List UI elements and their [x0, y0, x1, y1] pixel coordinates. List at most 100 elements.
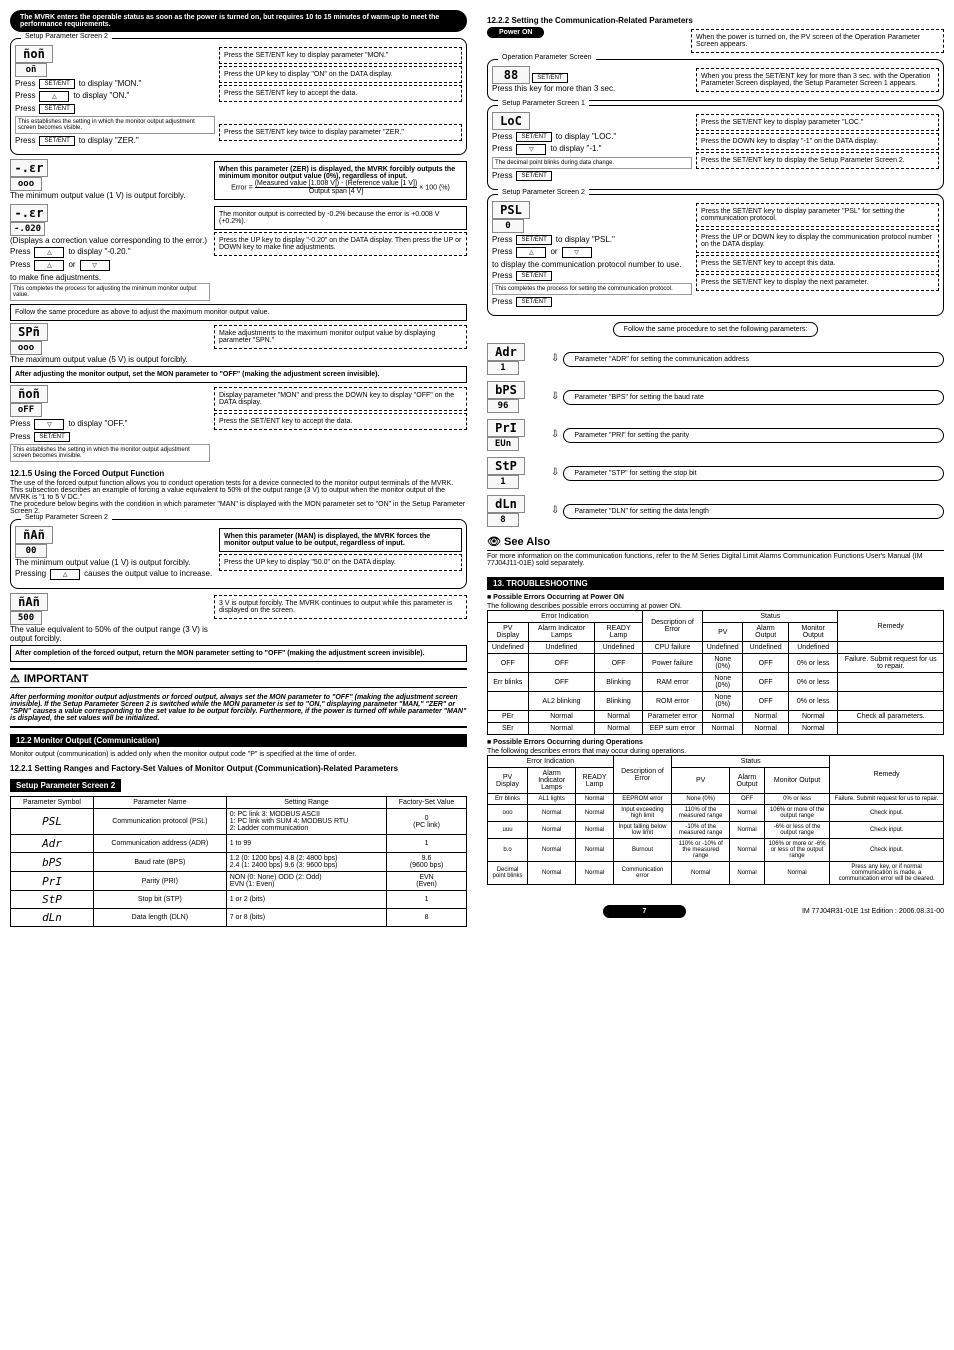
- hold-label: Press this key for more than 3 sec.: [492, 84, 692, 93]
- seealso-p: For more information on the communicatio…: [487, 553, 944, 567]
- zer-box-title: When this parameter (ZER) is displayed, …: [219, 166, 455, 180]
- corr-box2: Press the UP key to display "-0.20" on t…: [214, 232, 467, 256]
- up-button[interactable]: △: [39, 91, 69, 102]
- td: 7 or 8 (bits): [226, 909, 386, 927]
- down-button[interactable]: ▽: [80, 260, 110, 271]
- zer-box: When this parameter (ZER) is displayed, …: [214, 161, 467, 200]
- important-heading: ⚠ IMPORTANT: [10, 668, 467, 688]
- param-row: PrI EUn ⇩ Parameter "PRI" for setting th…: [487, 419, 944, 451]
- param-row: bPS 96 ⇩ Parameter "BPS" for setting the…: [487, 381, 944, 413]
- down-button[interactable]: ▽: [34, 419, 64, 430]
- td: Normal: [730, 862, 765, 885]
- table-row: dLn Data length (DLN) 7 or 8 (bits) 8: [11, 909, 467, 927]
- td: 0: PC link 3: MODBUS ASCII 1: PC link wi…: [226, 809, 386, 835]
- press-label: Press: [492, 235, 512, 244]
- table-row: PSL Communication protocol (PSL) 0: PC l…: [11, 809, 467, 835]
- td: Normal: [743, 723, 789, 735]
- td: Normal: [576, 805, 613, 822]
- err-ops-h: ■ Possible Errors Occurring during Opera…: [487, 739, 944, 746]
- setent-button[interactable]: SET/ENT: [516, 132, 551, 142]
- td: Blinking: [595, 673, 642, 692]
- up-button[interactable]: △: [34, 247, 64, 258]
- td: 0% or less: [789, 692, 838, 711]
- td: Normal: [528, 839, 576, 862]
- td: [838, 723, 944, 735]
- table-head-top: Error Indication Description of Error St…: [488, 611, 944, 623]
- up-button[interactable]: △: [516, 247, 546, 258]
- man50-instr: 3 V is output forcibly. The MVRK continu…: [214, 595, 467, 619]
- td: [838, 673, 944, 692]
- follow-same: Follow the same procedure to set the fol…: [487, 322, 944, 337]
- loc-row: LoC PressSET/ENTto display "LOC." Press▽…: [492, 112, 939, 183]
- setent-button[interactable]: SET/ENT: [39, 79, 74, 89]
- instr: Press the SET/ENT key to accept the data…: [214, 413, 467, 430]
- td: Normal: [789, 711, 838, 723]
- table-row: OFFOFFOFFPower failureNone (0%)OFF0% or …: [488, 654, 944, 673]
- lcd-mon2: ñoñ: [10, 385, 48, 403]
- setent-button[interactable]: SET/ENT: [532, 73, 567, 83]
- screen2-box: Setup Parameter Screen 2 PSL 0 PressSET/…: [487, 194, 944, 316]
- td: EEPROM error: [613, 794, 671, 805]
- td: EVN (Even): [387, 872, 467, 891]
- sec-122-h: 12.2 Monitor Output (Communication): [10, 734, 467, 747]
- param-row: Adr 1 ⇩ Parameter "ADR" for setting the …: [487, 343, 944, 375]
- lcd-param-sub: 1: [487, 475, 519, 489]
- spn-instr: Make adjustments to the maximum monitor …: [214, 325, 467, 349]
- th: Error Indication: [488, 756, 614, 768]
- setent-button[interactable]: SET/ENT: [516, 235, 551, 245]
- th: Parameter Name: [94, 797, 227, 809]
- note: This completes the process for setting t…: [492, 283, 692, 295]
- up-button[interactable]: △: [50, 569, 80, 580]
- corr-label: (Displays a correction value correspondi…: [10, 236, 210, 245]
- td: OFF: [488, 654, 529, 673]
- setent-button[interactable]: SET/ENT: [516, 171, 551, 181]
- td: 8: [387, 909, 467, 927]
- down-button[interactable]: ▽: [516, 144, 546, 155]
- lcd-spn-val: ooo: [10, 341, 42, 355]
- lcd-param: bPS: [487, 381, 525, 399]
- td: Undefined: [595, 642, 642, 654]
- setent-button[interactable]: SET/ENT: [516, 271, 551, 281]
- td: Baud rate (BPS): [94, 853, 227, 872]
- lcd-param: dLn: [487, 495, 525, 513]
- down-button[interactable]: ▽: [562, 247, 592, 258]
- td: NON (0: None) ODD (2: Odd) EVN (1: Even): [226, 872, 386, 891]
- instr: Press the SET/ENT key to display paramet…: [219, 47, 462, 64]
- td: 0% or less: [764, 794, 829, 805]
- td: dLn: [11, 909, 94, 927]
- important-body: After performing monitor output adjustme…: [10, 690, 467, 728]
- td: OFF: [528, 673, 595, 692]
- td: OFF: [743, 692, 789, 711]
- td: None (0%): [703, 692, 743, 711]
- table-row: Decimal point blinksNormalNormalCommunic…: [488, 862, 944, 885]
- instr: Press the SET/ENT key twice to display p…: [219, 124, 462, 141]
- th: PV: [703, 623, 743, 642]
- setent-button[interactable]: SET/ENT: [516, 297, 551, 307]
- th: Status: [672, 756, 830, 768]
- error-table-1: Error Indication Description of Error St…: [487, 610, 944, 735]
- setent-button[interactable]: SET/ENT: [39, 104, 74, 114]
- man-box-title: When this parameter (MAN) is displayed, …: [224, 533, 430, 547]
- table1-title: Setup Parameter Screen 2: [10, 779, 121, 792]
- td: OFF: [730, 794, 765, 805]
- th: Alarm Indicator Lamps: [528, 623, 595, 642]
- td: OFF: [528, 654, 595, 673]
- zer-formula: Error = (Measured value [1.008 V]) - (Re…: [219, 180, 462, 195]
- press-label: Press: [15, 91, 35, 100]
- td: Undefined: [743, 642, 789, 654]
- seealso-h: 👁 See Also: [487, 535, 944, 551]
- power-on-label: Power ON: [487, 27, 544, 38]
- setent-button[interactable]: SET/ENT: [34, 432, 69, 442]
- after-forced: After completion of the forced output, r…: [10, 645, 467, 662]
- screen2-title: Setup Parameter Screen 2: [498, 189, 589, 196]
- up-button[interactable]: △: [34, 260, 64, 271]
- table-row: SErNormalNormalEEP sum errorNormalNormal…: [488, 723, 944, 735]
- setent-button[interactable]: SET/ENT: [39, 136, 74, 146]
- instr: Press the SET/ENT key to accept this dat…: [696, 255, 939, 272]
- lcd-88: 88: [492, 66, 530, 84]
- page-number: 7: [603, 905, 687, 918]
- formula-bot: Output span [4 V]: [309, 188, 363, 195]
- man-instr: Press the UP key to display "50.0" on th…: [219, 554, 462, 571]
- right-column: 12.2.2 Setting the Communication-Related…: [487, 10, 944, 927]
- note: The decimal point blinks during data cha…: [492, 157, 692, 169]
